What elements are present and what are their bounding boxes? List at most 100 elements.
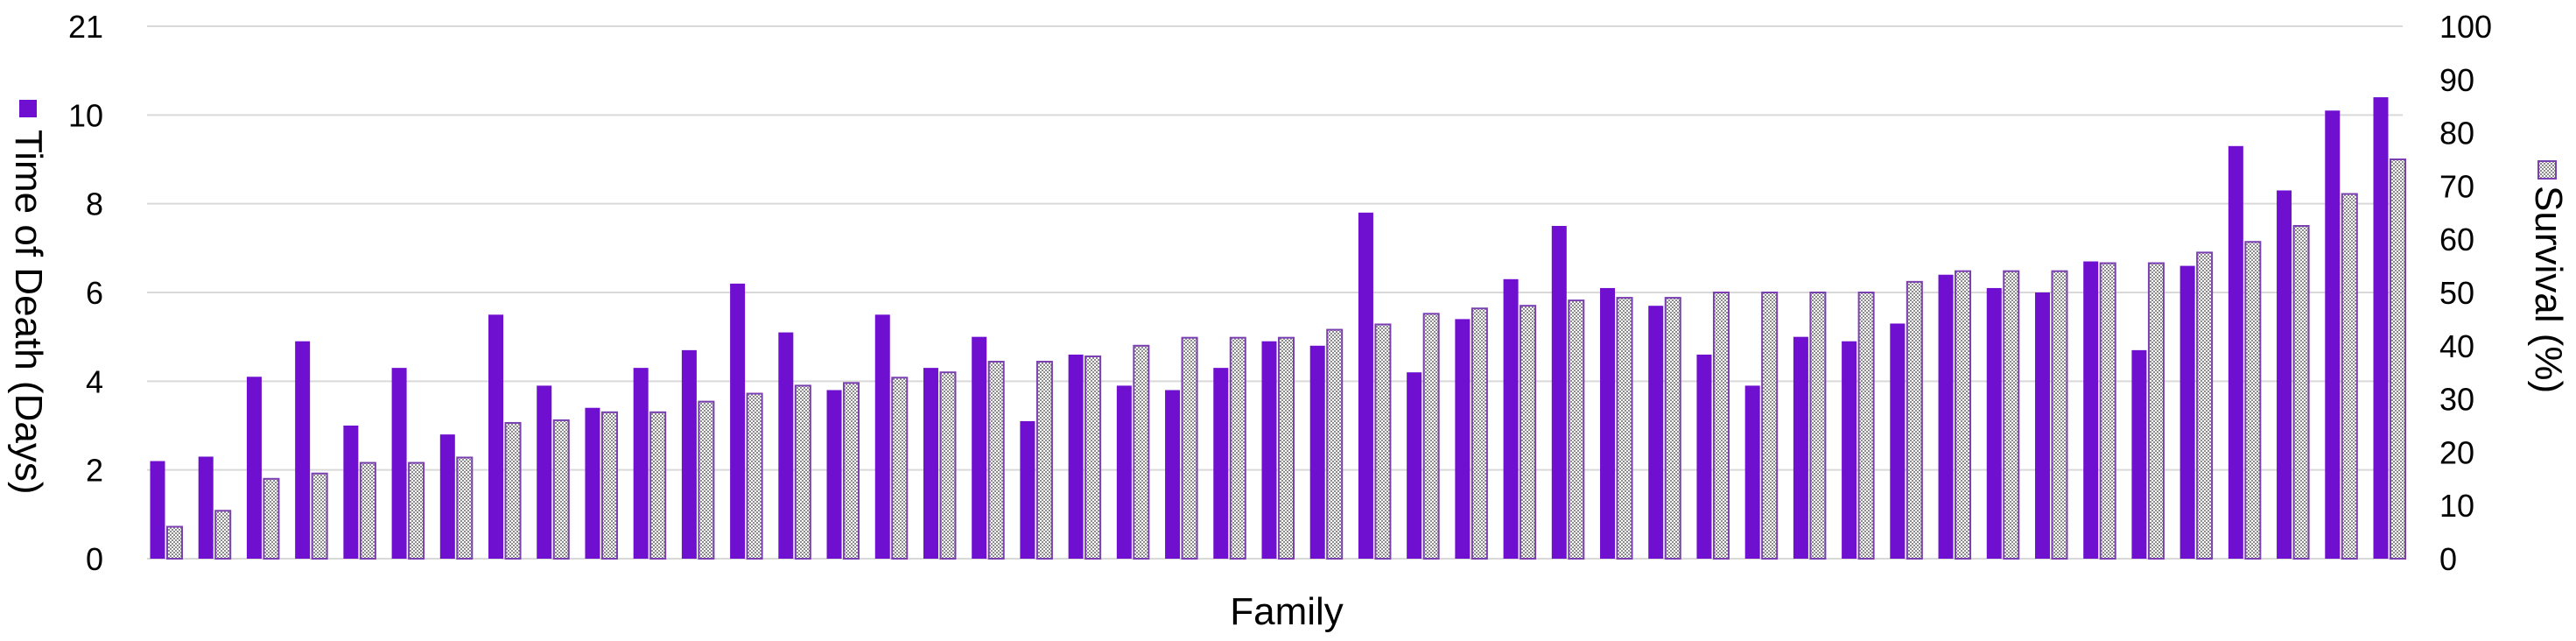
- bars: [150, 97, 2406, 560]
- time-of-death-bar: [1744, 385, 1760, 559]
- survival-bar: [263, 477, 280, 560]
- time-of-death-bar: [2034, 292, 2050, 559]
- survival-bar: [408, 461, 425, 560]
- time-of-death-bar: [730, 283, 746, 559]
- time-of-death-bar: [1020, 420, 1035, 559]
- time-of-death-bar: [1551, 226, 1567, 559]
- survival-bar: [1568, 299, 1585, 560]
- survival-bar: [1616, 297, 1633, 560]
- time-of-death-bar: [874, 314, 890, 559]
- survival-bar: [1229, 336, 1246, 560]
- right-axis-ticks: 0 10 20 30 40 50 60 70 80 90 100: [2439, 9, 2492, 577]
- time-of-death-bar: [2179, 265, 2195, 559]
- survival-bar: [2099, 262, 2116, 560]
- right-tick-label: 100: [2439, 9, 2492, 45]
- time-of-death-bar: [923, 368, 938, 559]
- survival-bar: [2003, 270, 2020, 560]
- survival-bar: [504, 421, 522, 560]
- time-of-death-bar: [343, 426, 359, 559]
- time-of-death-bar: [2083, 261, 2099, 559]
- x-axis-title: Family: [1230, 590, 1344, 633]
- survival-bar: [600, 411, 618, 560]
- time-of-death-bar: [972, 336, 987, 559]
- survival-bar: [311, 472, 328, 560]
- time-of-death-bar: [1116, 385, 1132, 559]
- time-of-death-bar: [778, 332, 794, 559]
- time-of-death-bar: [488, 314, 504, 559]
- time-of-death-bar: [1793, 336, 1808, 559]
- survival-bar: [2051, 270, 2068, 560]
- survival-bar: [1857, 292, 1875, 560]
- time-of-death-bar: [1938, 274, 1954, 559]
- survival-bar: [1133, 344, 1150, 560]
- time-of-death-bar: [1407, 372, 1422, 559]
- time-of-death-bar: [2277, 190, 2292, 559]
- time-of-death-bar: [439, 434, 455, 559]
- time-of-death-bar: [1309, 345, 1325, 559]
- survival-bar: [1084, 355, 1102, 560]
- survival-bar: [2196, 251, 2214, 560]
- survival-bar: [2244, 241, 2262, 560]
- survival-bar: [2147, 262, 2165, 560]
- time-of-death-bar: [1648, 306, 1664, 559]
- time-of-death-bar: [391, 368, 407, 559]
- time-of-death-bar: [1261, 341, 1277, 559]
- survival-bar: [1326, 328, 1344, 560]
- survival-bar: [359, 461, 376, 560]
- survival-bar: [1278, 336, 1295, 560]
- survival-bar: [214, 510, 232, 560]
- left-axis-title: Time of Death (Days): [7, 130, 50, 494]
- left-tick-label: 6: [86, 275, 103, 311]
- survival-bar: [1809, 292, 1827, 560]
- time-of-death-bar: [1842, 341, 1857, 559]
- left-tick-label: 21: [68, 9, 103, 45]
- left-tick-label: 8: [86, 187, 103, 222]
- survival-bar: [2292, 225, 2310, 560]
- time-of-death-bar: [1503, 278, 1519, 559]
- survival-bar: [939, 371, 957, 560]
- time-of-death-bar: [1358, 212, 1373, 560]
- survival-bar: [552, 419, 570, 560]
- right-tick-label: 30: [2439, 382, 2474, 418]
- time-of-death-bar: [1696, 354, 1712, 559]
- time-of-death-bar: [1213, 368, 1229, 559]
- right-tick-label: 20: [2439, 434, 2474, 470]
- survival-bar: [166, 525, 183, 560]
- time-of-death-bar: [2228, 145, 2243, 560]
- right-tick-label: 0: [2439, 541, 2457, 577]
- survival-bar: [1470, 307, 1488, 560]
- time-of-death-bar: [2131, 349, 2147, 559]
- survival-bar: [2390, 158, 2406, 560]
- time-of-death-bar: [150, 461, 165, 559]
- time-of-death-bar: [295, 341, 311, 559]
- right-tick-label: 40: [2439, 328, 2474, 364]
- left-tick-label: 2: [86, 453, 103, 489]
- time-of-death-bar: [633, 368, 649, 559]
- time-of-death-bar: [2373, 97, 2389, 560]
- survival-bar: [2341, 193, 2358, 560]
- survival-bar: [1520, 305, 1537, 560]
- survival-bar: [1761, 292, 1779, 560]
- survival-bar: [843, 382, 860, 560]
- survival-bar: [746, 392, 763, 560]
- right-tick-label: 70: [2439, 168, 2474, 204]
- right-tick-label: 90: [2439, 62, 2474, 98]
- right-tick-label: 50: [2439, 275, 2474, 311]
- time-of-death-bar: [1165, 390, 1181, 559]
- survival-bar: [1664, 297, 1681, 560]
- survival-bar: [1906, 280, 1923, 560]
- time-of-death-bar: [198, 456, 214, 559]
- survival-bar: [1181, 336, 1198, 560]
- right-legend-swatch: [2537, 160, 2557, 180]
- survival-bar: [1422, 313, 1440, 560]
- time-of-death-bar: [1986, 287, 2002, 559]
- time-of-death-bar: [2325, 110, 2341, 560]
- right-tick-label: 80: [2439, 116, 2474, 151]
- left-legend-swatch: [19, 100, 37, 117]
- time-of-death-bar: [1455, 319, 1470, 559]
- time-of-death-bar: [681, 349, 697, 559]
- survival-bar: [456, 456, 474, 560]
- survival-bar: [891, 377, 909, 560]
- right-tick-label: 60: [2439, 222, 2474, 257]
